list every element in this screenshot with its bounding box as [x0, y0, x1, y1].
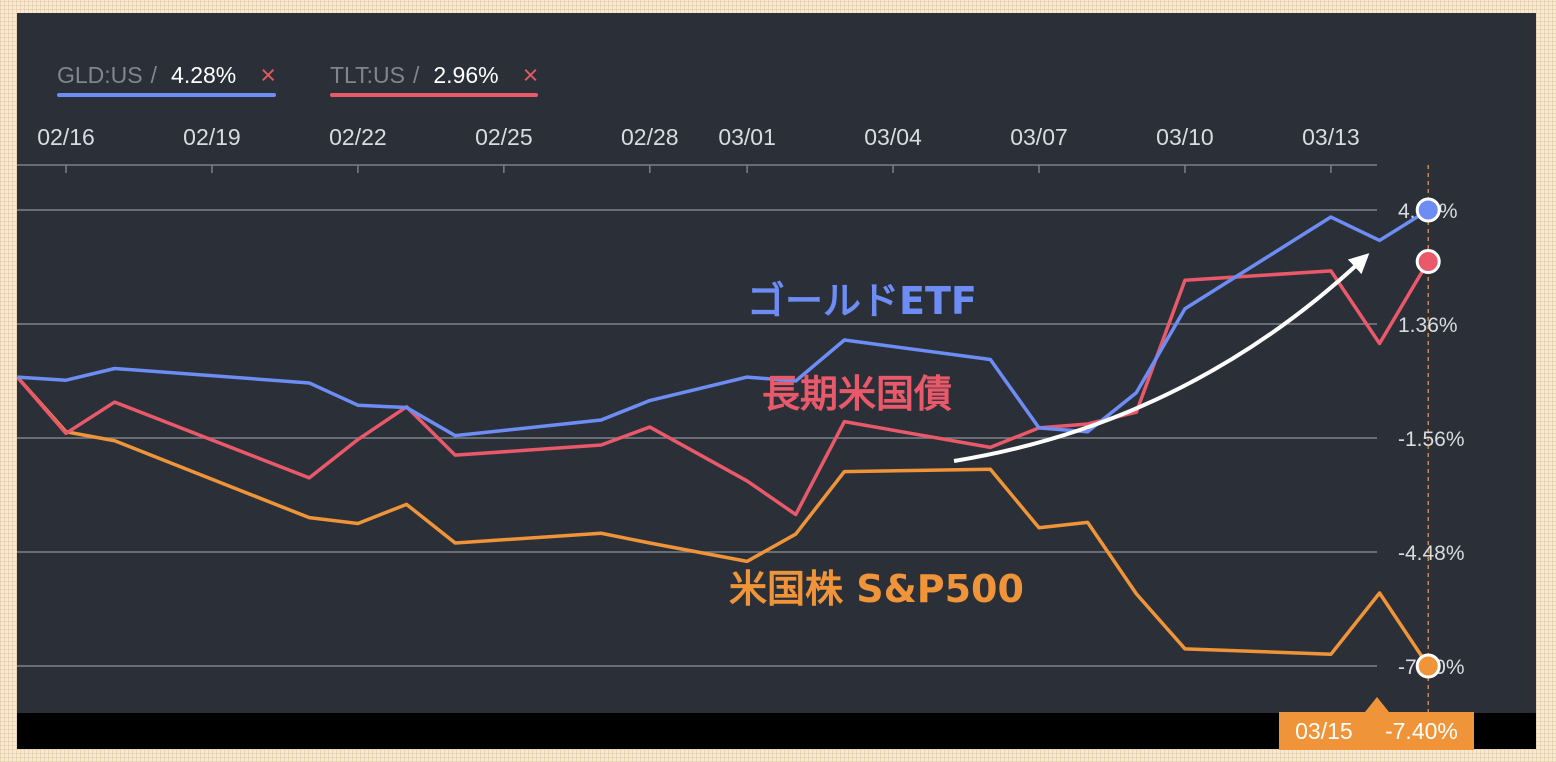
remove-series-icon[interactable]: ×	[260, 59, 277, 90]
legend-color-bar	[330, 93, 539, 97]
legend-separator: /	[150, 61, 158, 88]
x-tick-label: 02/19	[183, 124, 241, 150]
crosshair-date: 03/15	[1295, 717, 1353, 744]
annotation-gold-etf: ゴールドETF	[747, 279, 977, 323]
legend-color-bar	[57, 93, 277, 97]
x-tick-label: 03/04	[864, 124, 922, 150]
x-tick-label: 03/10	[1156, 124, 1214, 150]
legend-separator: /	[412, 61, 420, 88]
legend-value: 4.28%	[171, 61, 237, 88]
x-tick-label: 02/16	[37, 124, 95, 150]
series-end-marker-2[interactable]	[1415, 653, 1441, 679]
series-line-0[interactable]	[17, 208, 1430, 438]
x-tick-label: 03/07	[1010, 124, 1068, 150]
y-tick-label: 1.36%	[1398, 314, 1458, 337]
trend-arrow	[953, 253, 1370, 463]
crosshair-pointer	[1365, 697, 1389, 712]
x-tick-label: 03/01	[718, 124, 776, 150]
annotation-sp500: 米国株 S&P500	[729, 567, 1024, 611]
line-chart[interactable]: 4.28%1.36%-1.56%-4.48%-7.40%02/1602/1902…	[17, 13, 1536, 713]
remove-series-icon[interactable]: ×	[522, 59, 539, 90]
legend-ticker: GLD:US	[57, 61, 143, 88]
legend-item-tlt[interactable]: TLT:US / 2.96% ×	[330, 55, 539, 97]
x-tick-label: 03/13	[1302, 124, 1360, 150]
series-end-marker-0[interactable]	[1415, 197, 1441, 223]
series-line-1[interactable]	[17, 260, 1430, 517]
annotation-long-term-treasury: 長期米国債	[762, 372, 952, 416]
series-end-marker-1[interactable]	[1415, 249, 1441, 275]
chart-panel: 4.28%1.36%-1.56%-4.48%-7.40%02/1602/1902…	[17, 13, 1536, 713]
y-tick-label: -4.48%	[1398, 542, 1465, 565]
legend-ticker: TLT:US	[330, 61, 405, 88]
x-tick-label: 02/28	[621, 124, 679, 150]
x-tick-label: 02/25	[475, 124, 533, 150]
legend-value: 2.96%	[433, 61, 499, 88]
series-line-2[interactable]	[17, 375, 1430, 667]
legend-item-gld[interactable]: GLD:US / 4.28% ×	[57, 55, 277, 97]
crosshair-value: -7.40%	[1384, 717, 1458, 744]
x-tick-label: 02/22	[329, 124, 387, 150]
y-tick-label: -1.56%	[1398, 428, 1465, 451]
crosshair-tag: 03/15 -7.40%	[1279, 712, 1474, 750]
